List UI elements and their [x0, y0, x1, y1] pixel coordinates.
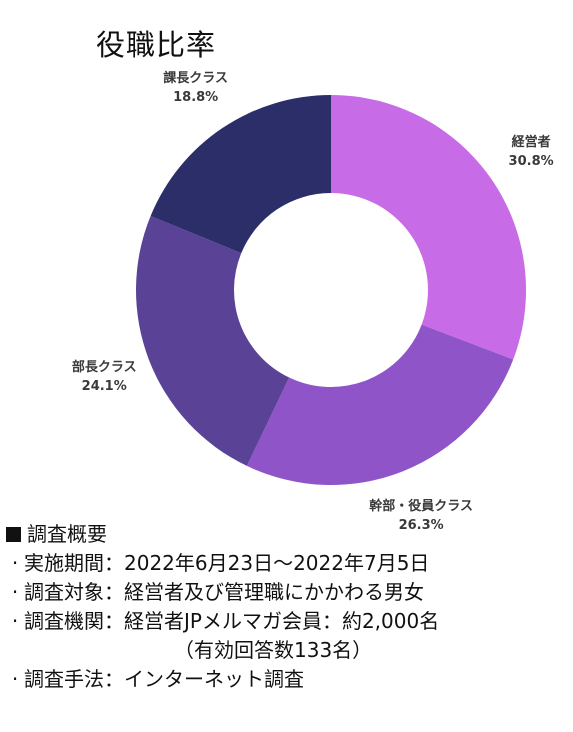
survey-item-method: · 調査手法： インターネット調査 [6, 665, 566, 694]
slice-label-2: 部長クラス 24.1% [72, 358, 137, 396]
donut-slice-3 [150, 95, 331, 254]
bullet-dot: · [11, 667, 19, 691]
survey-value: 経営者JPメルマガ会員：約2,000名 [124, 609, 440, 633]
donut-slice-1 [246, 324, 514, 485]
slice-name-2: 部長クラス [71, 360, 137, 376]
survey-label: 調査手法 [24, 667, 104, 691]
donut-chart: 経営者 30.8% 幹部・役員クラス 26.3% 部長クラス 24.1% 課長ク… [72, 69, 554, 532]
bullet-dot: · [11, 609, 19, 633]
square-bullet-icon [6, 527, 21, 542]
chart-title: 役職比率 [96, 28, 217, 62]
bullet-dot: · [11, 580, 19, 604]
bullet-dot: · [11, 551, 19, 575]
donut-slice-0 [331, 95, 526, 360]
slice-label-3: 課長クラス 18.8% [163, 69, 228, 107]
slice-pct-2: 24.1% [81, 379, 127, 395]
survey-label: 調査機関 [24, 609, 104, 633]
slice-pct-3: 18.8% [173, 90, 219, 106]
survey-value: インターネット調査 [124, 667, 304, 691]
slice-name-0: 経営者 [511, 135, 551, 151]
survey-item-period: · 実施期間： 2022年6月23日～2022年7月5日 [6, 549, 566, 578]
survey-item-organization: · 調査機関： 経営者JPメルマガ会員：約2,000名 [6, 607, 566, 636]
survey-item-target: · 調査対象： 経営者及び管理職にかかわる男女 [6, 578, 566, 607]
donut-slice-2 [135, 215, 290, 466]
survey-item-valid-responses: （有効回答数133名） [174, 638, 373, 662]
slice-pct-0: 30.8% [508, 154, 554, 170]
survey-overview: 調査概要 · 実施期間： 2022年6月23日～2022年7月5日 · 調査対象… [6, 520, 566, 694]
slice-label-1: 幹部・役員クラス 26.3% [369, 497, 473, 535]
donut-chart-svg [135, 95, 526, 485]
slice-name-1: 幹部・役員クラス [369, 498, 474, 514]
slice-name-3: 課長クラス [163, 71, 229, 87]
survey-value: 2022年6月23日～2022年7月5日 [124, 551, 430, 575]
slice-label-0: 経営者 30.8% [509, 133, 554, 171]
survey-value: 経営者及び管理職にかかわる男女 [124, 580, 424, 604]
survey-label: 実施期間 [24, 551, 104, 575]
survey-heading: 調査概要 [6, 520, 566, 549]
survey-heading-text: 調査概要 [27, 522, 107, 546]
slice-pct-1: 26.3% [398, 517, 444, 533]
survey-label: 調査対象 [24, 580, 104, 604]
